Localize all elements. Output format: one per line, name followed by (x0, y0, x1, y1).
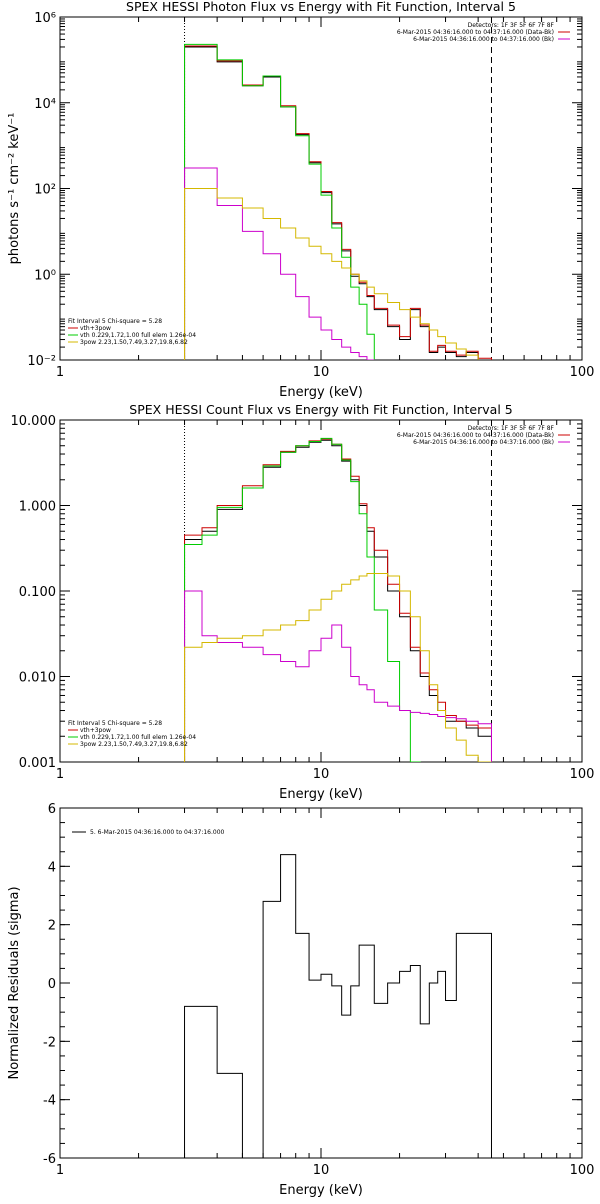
x-tick-label: 10 (313, 767, 330, 782)
y-tick-label: -6 (43, 1152, 56, 1167)
series-line-1 (184, 854, 492, 1158)
x-tick-label: 10 (313, 1163, 330, 1178)
x-tick-label: 100 (570, 767, 595, 782)
y-tick-label: 10⁻² (27, 354, 56, 369)
legend-entry: vth 0.229,1.72,1.00 full elem 1.26e-04 (80, 734, 196, 741)
y-tick-label: 6 (48, 802, 56, 817)
x-tick-label: 1 (56, 767, 64, 782)
chart-panel-1: SPEX HESSI Photon Flux vs Energy with Fi… (7, 0, 594, 400)
plot-frame (59, 807, 583, 1159)
x-tick-label: 100 (570, 1163, 595, 1178)
legend-entry: vth 0.229,1.72,1.00 full elem 1.26e-04 (80, 332, 196, 339)
x-tick-label: 100 (570, 365, 595, 380)
chart-title: SPEX HESSI Photon Flux vs Energy with Fi… (126, 0, 516, 14)
legend-entry: 6-Mar-2015 04:36:16.000 to 04:37:16.000 … (413, 439, 554, 446)
y-tick-label: 0.001 (19, 756, 56, 771)
series-group (184, 437, 492, 762)
series-line-4 (184, 590, 492, 762)
x-axis-label: Energy (keV) (279, 787, 363, 802)
y-tick-label: 0.010 (19, 671, 56, 686)
y-axis-label: photons s⁻¹ cm⁻² keV⁻¹ (7, 113, 22, 265)
y-tick-label: 10.000 (11, 414, 57, 429)
y-tick-label: 10⁰ (34, 268, 56, 283)
y-tick-label: -2 (43, 1035, 56, 1050)
y-axis-label: Normalized Residuals (sigma) (7, 886, 22, 1079)
y-tick-label: -4 (43, 1094, 56, 1109)
x-tick-label: 10 (313, 365, 330, 380)
legend-entry: Detectors: 1F 3F 5F 6F 7F 8F (468, 425, 555, 432)
legend-entry: 5. 6-Mar-2015 04:36:16.000 to 04:37:16.0… (90, 829, 225, 836)
chart-panel-3: 1 10 100 -6 -4 -2 0 2 4 6 Energy (keV) Normalized R… (7, 802, 594, 1198)
series-line-3 (184, 43, 492, 360)
y-tick-label: 0 (48, 977, 56, 992)
chart-title: SPEX HESSI Count Flux vs Energy with Fit… (129, 402, 512, 417)
y-tick-label: 0.100 (19, 585, 56, 600)
y-tick-label: 10⁶ (34, 11, 56, 26)
x-axis-label: Energy (keV) (279, 385, 363, 400)
series-line-2 (184, 45, 492, 360)
x-tick-label: 1 (56, 365, 64, 380)
series-group (184, 854, 492, 1158)
series-group (184, 43, 492, 360)
legend-entry: 6-Mar-2015 04:36:16.000 to 04:37:16.000 … (397, 29, 554, 36)
legend-entry: Fit Interval 5 Chi-square = 5.28 (68, 318, 162, 325)
y-tick-label: 2 (48, 919, 56, 934)
legend-entry: Detectors: 1F 3F 5F 6F 7F 8F (468, 22, 555, 29)
legend-entry: vth+3pow (80, 325, 111, 332)
legend-entry: 3pow 2.23,1.50,7.49,3.27,19.8,6.82 (80, 339, 188, 346)
legend-entry: 6-Mar-2015 04:36:16.000 to 04:37:16.000 … (413, 36, 554, 43)
x-tick-label: 1 (56, 1163, 64, 1178)
series-line-5 (184, 188, 492, 360)
plot-frame (59, 419, 583, 763)
series-line-4 (184, 167, 492, 360)
legend-entry: 6-Mar-2015 04:36:16.000 to 04:37:16.000 … (397, 432, 554, 439)
y-tick-label: 10² (34, 183, 56, 198)
series-line-1 (184, 46, 492, 360)
legend-entry: vth+3pow (80, 727, 111, 734)
y-tick-label: 4 (48, 860, 56, 875)
x-axis-label: Energy (keV) (279, 1183, 363, 1198)
legend-entry: 3pow 2.23,1.50,7.49,3.27,19.8,6.82 (80, 741, 188, 748)
series-line-3 (184, 437, 492, 762)
chart-panel-2: SPEX HESSI Count Flux vs Energy with Fit… (11, 402, 595, 802)
series-line-5 (184, 573, 492, 762)
y-tick-label: 1.000 (19, 500, 56, 515)
y-tick-label: 10⁴ (34, 97, 56, 112)
legend-entry: Fit Interval 5 Chi-square = 5.28 (68, 720, 162, 727)
